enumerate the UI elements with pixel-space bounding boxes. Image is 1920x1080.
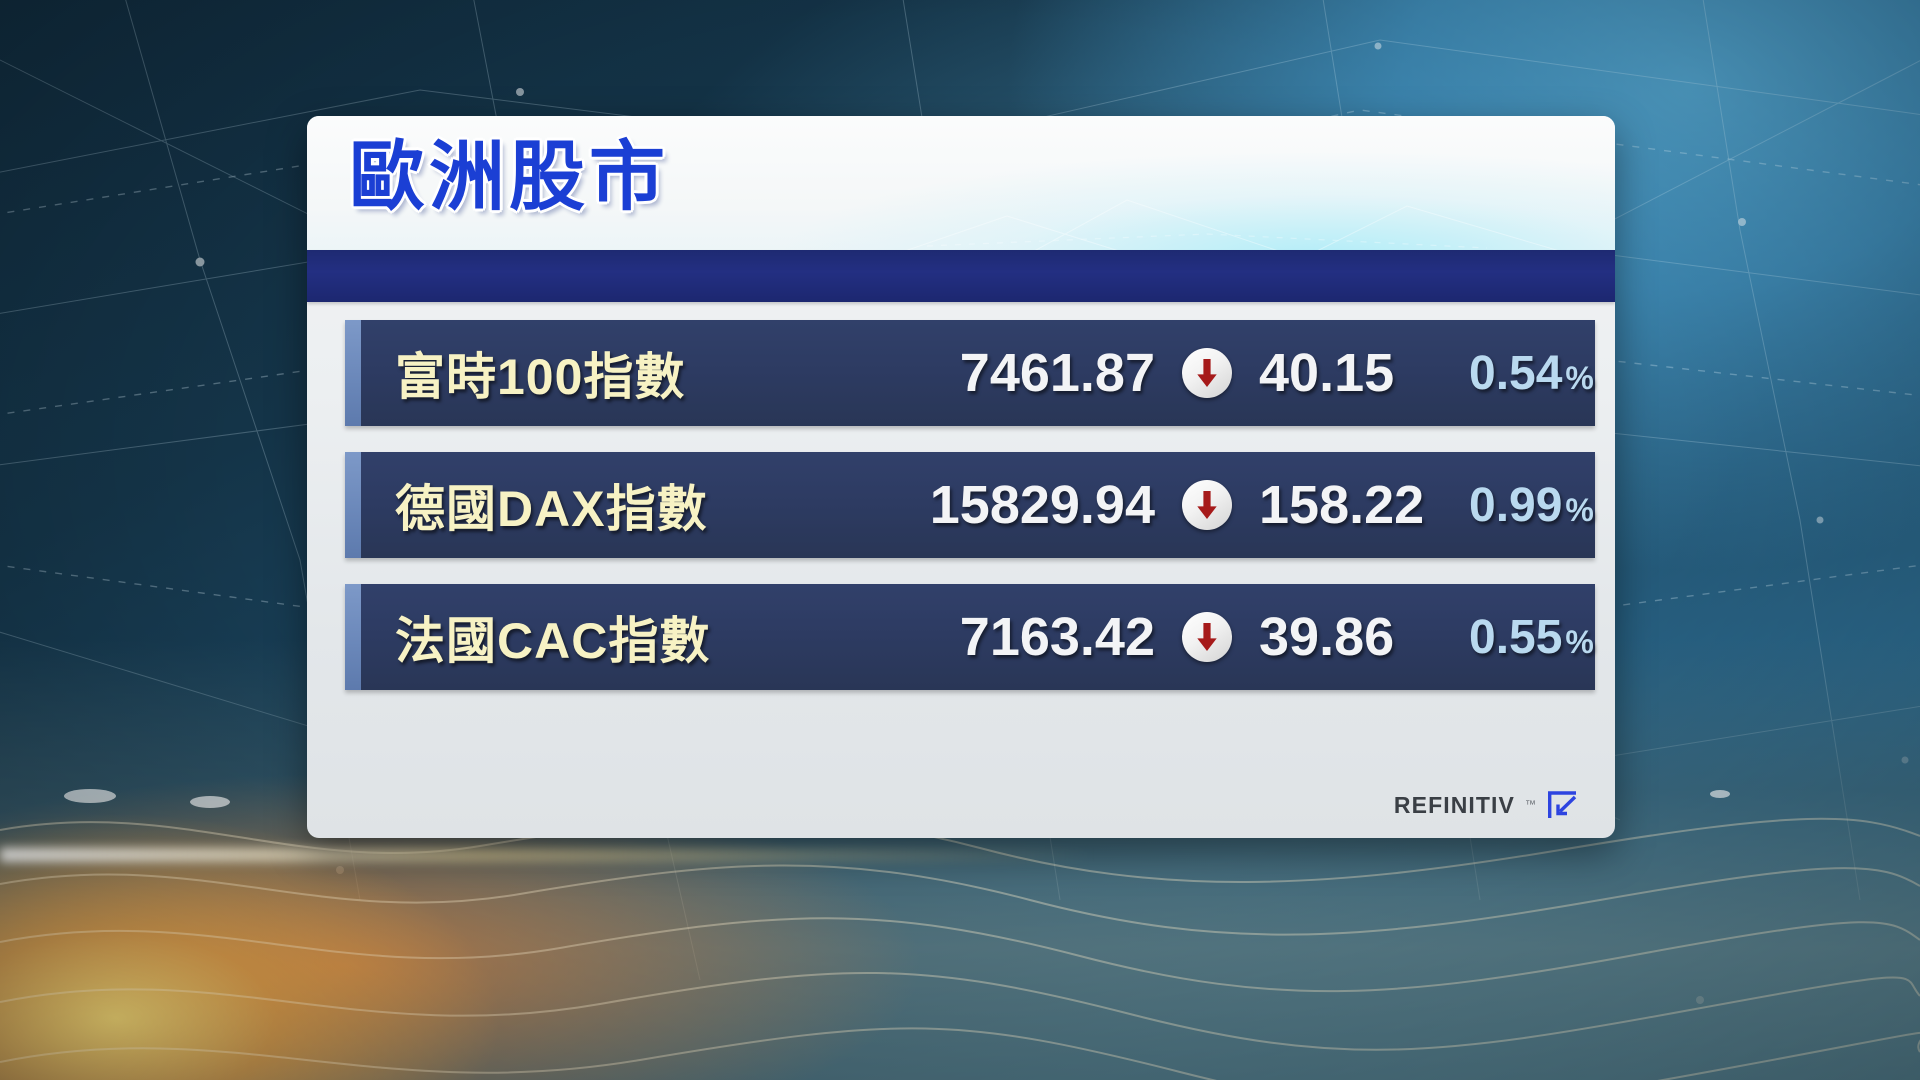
direction-indicator: [1155, 480, 1259, 530]
index-name: 德國DAX指數: [395, 481, 708, 537]
panel-header-sheen: [307, 116, 1615, 264]
refinitiv-bracket-arrow-icon: [1548, 791, 1577, 818]
index-change: 40.15: [1259, 343, 1395, 403]
index-change: 158.22: [1259, 475, 1425, 535]
row-accent-bar: [345, 452, 361, 558]
index-value: 7163.42: [959, 607, 1155, 667]
panel-sheen-mesh: [866, 199, 1598, 266]
direction-indicator: [1155, 612, 1259, 662]
percent-sign: %: [1565, 359, 1594, 396]
arrow-down-circle-icon: [1182, 480, 1232, 530]
table-row[interactable]: 德國DAX指數 15829.94 158.22 0.99%: [345, 452, 1595, 558]
refinitiv-logo: REFINITIV ™: [1394, 790, 1579, 820]
index-percent-value: 0.54: [1469, 346, 1563, 400]
index-change: 39.86: [1259, 607, 1395, 667]
refinitiv-wordmark: REFINITIV: [1393, 791, 1515, 818]
index-value: 15829.94: [929, 475, 1155, 535]
index-name: 法國CAC指數: [395, 613, 711, 669]
page-title: 歐洲股市: [349, 135, 669, 220]
index-name: 富時100指數: [395, 349, 686, 405]
market-summary-panel: 歐洲股市 富時100指數 7461.87 40.15 0.54% 德國DAX: [307, 116, 1615, 838]
title-underline-bar: [307, 250, 1615, 302]
index-percent: 0.55%: [1469, 610, 1615, 665]
index-percent-value: 0.55: [1469, 610, 1563, 664]
index-percent-value: 0.99: [1469, 478, 1563, 532]
index-list: 富時100指數 7461.87 40.15 0.54% 德國DAX指數 1582…: [345, 320, 1595, 716]
index-percent: 0.99%: [1469, 478, 1615, 533]
index-value: 7461.87: [959, 343, 1155, 403]
horizon-glow: [0, 848, 1191, 862]
table-row[interactable]: 富時100指數 7461.87 40.15 0.54%: [345, 320, 1595, 426]
table-row[interactable]: 法國CAC指數 7163.42 39.86 0.55%: [345, 584, 1595, 690]
percent-sign: %: [1565, 491, 1594, 528]
direction-indicator: [1155, 348, 1259, 398]
row-accent-bar: [345, 320, 361, 426]
trademark-symbol: ™: [1525, 799, 1536, 811]
index-percent: 0.54%: [1469, 346, 1615, 401]
percent-sign: %: [1565, 623, 1594, 660]
arrow-down-circle-icon: [1182, 348, 1232, 398]
arrow-down-circle-icon: [1182, 612, 1232, 662]
row-accent-bar: [345, 584, 361, 690]
